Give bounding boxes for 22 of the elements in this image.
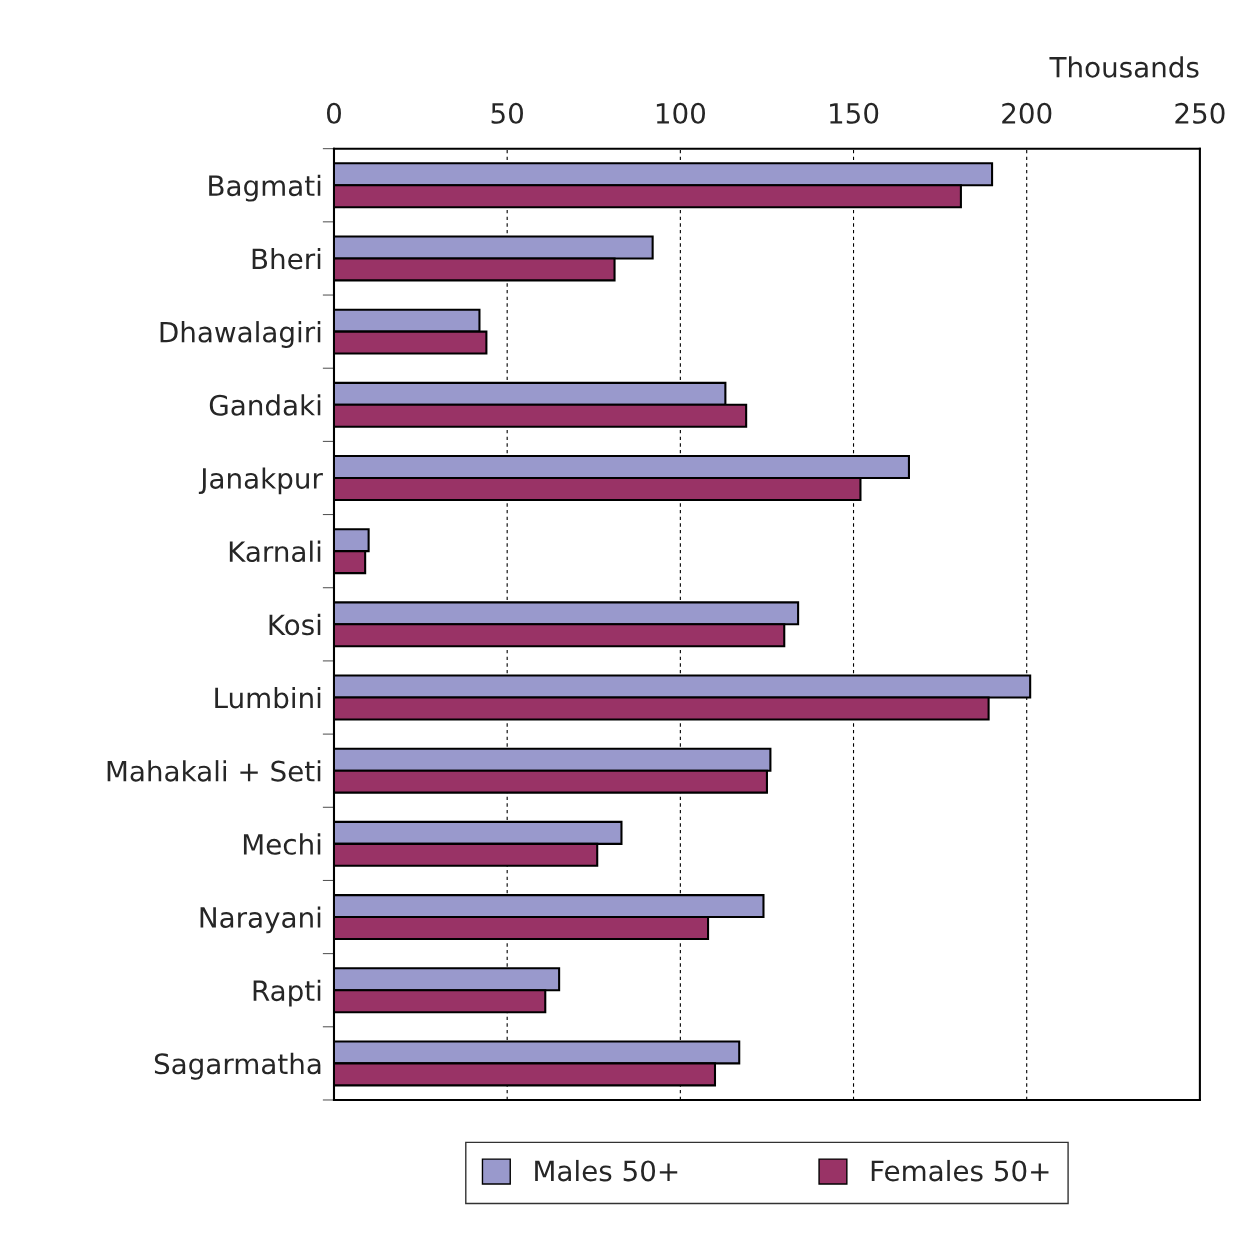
y-tick-label: Mechi <box>243 833 321 855</box>
y-tick-label: Narayani <box>200 906 321 934</box>
y-tick-label: Karnali <box>229 540 321 563</box>
x-tick-label: 250 <box>1175 102 1225 124</box>
y-tick-label: Rapti <box>253 979 321 1007</box>
x-tick-label: 50 <box>491 102 523 124</box>
y-tick-label: Mahakali + Seti <box>107 760 321 782</box>
y-tick-label: Sagarmatha <box>154 1052 321 1080</box>
y-tick-label: Dhawalagiri <box>160 321 321 348</box>
y-tick-label: Lumbini <box>215 686 321 709</box>
x-tick-label: 0 <box>326 102 341 124</box>
y-tick-label: Bheri <box>252 247 321 270</box>
y-tick-label: Gandaki <box>209 394 321 416</box>
y-tick-label: Janakpur <box>198 467 323 495</box>
legend-label: Males 50+ <box>535 1159 678 1182</box>
legend-label: Females 50+ <box>871 1159 1049 1182</box>
x-tick-label: 200 <box>1002 102 1052 124</box>
y-tick-label: Kosi <box>269 613 321 636</box>
x-axis-title: Thousands <box>1049 56 1199 78</box>
x-tick-label: 100 <box>656 102 706 124</box>
x-tick-label: 150 <box>830 102 879 124</box>
y-tick-label: Bagmati <box>209 174 321 202</box>
